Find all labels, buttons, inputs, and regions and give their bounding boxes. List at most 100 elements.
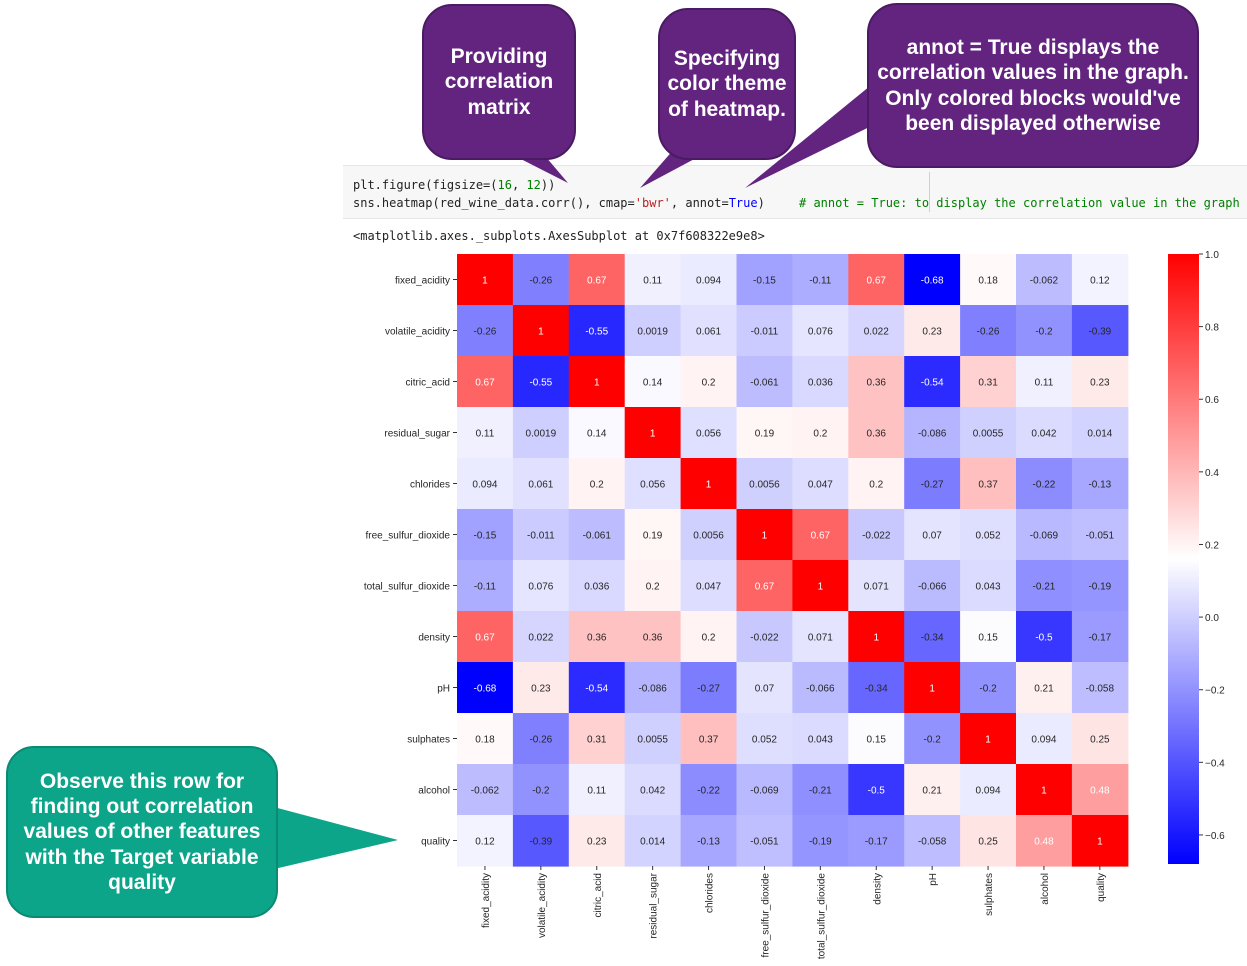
cell-annotation: -0.54 bbox=[585, 684, 608, 695]
cell-annotation: 0.19 bbox=[755, 429, 775, 440]
heatmap-cell bbox=[457, 713, 514, 765]
cell-annotation: -0.27 bbox=[697, 684, 720, 695]
cell-annotation: -0.5 bbox=[1035, 633, 1053, 644]
x-tick-label: sulphates bbox=[984, 873, 995, 916]
cell-annotation: -0.34 bbox=[865, 684, 888, 695]
heatmap-cell bbox=[960, 713, 1017, 765]
heatmap-cell bbox=[1016, 458, 1073, 510]
cell-annotation: 0.48 bbox=[1090, 786, 1110, 797]
heatmap-cell bbox=[568, 356, 626, 408]
heatmap-cell bbox=[848, 560, 905, 612]
heatmap-cell bbox=[512, 254, 570, 306]
code-cell[interactable]: plt.figure(figsize=(16, 12)) sns.heatmap… bbox=[343, 165, 1247, 219]
heatmap-cell bbox=[960, 815, 1017, 867]
callout-pointer-quality bbox=[270, 806, 398, 870]
cell-annotation: -0.19 bbox=[1088, 582, 1111, 593]
cell-annotation: -0.2 bbox=[532, 786, 550, 797]
heatmap-cell bbox=[568, 509, 626, 561]
heatmap-cell bbox=[1016, 764, 1073, 816]
cell-annotation: 0.36 bbox=[643, 633, 663, 644]
heatmap-cell bbox=[457, 764, 514, 816]
cell-annotation: -0.15 bbox=[753, 276, 776, 287]
cell-annotation: -0.011 bbox=[527, 531, 555, 542]
heatmap-cell bbox=[512, 815, 570, 867]
cell-annotation: 0.25 bbox=[1090, 735, 1110, 746]
callout-color-theme: Specifying color theme of heatmap. bbox=[658, 8, 796, 160]
cell-annotation: 0.052 bbox=[976, 531, 1001, 542]
heatmap-cell bbox=[512, 713, 570, 765]
cell-annotation: -0.15 bbox=[474, 531, 497, 542]
heatmap-cell bbox=[848, 254, 905, 306]
y-tick-label: chlorides bbox=[410, 480, 450, 491]
cell-annotation: -0.22 bbox=[1033, 480, 1056, 491]
heatmap-cell bbox=[960, 305, 1017, 357]
heatmap-cell bbox=[680, 254, 738, 306]
cell-annotation: -0.069 bbox=[1030, 531, 1059, 542]
heatmap-cell bbox=[624, 815, 682, 867]
heatmap-cell bbox=[680, 764, 738, 816]
code-divider bbox=[929, 172, 930, 212]
cell-annotation: -0.55 bbox=[529, 378, 552, 389]
heatmap-cell bbox=[792, 815, 849, 867]
x-tick-label: alcohol bbox=[1040, 873, 1051, 905]
heatmap-cell bbox=[736, 611, 793, 663]
heatmap-cell bbox=[736, 407, 793, 459]
cell-annotation: 0.25 bbox=[978, 837, 998, 848]
cell-annotation: 0.11 bbox=[476, 429, 495, 440]
cell-annotation: -0.26 bbox=[977, 327, 1000, 338]
cell-annotation: 0.12 bbox=[475, 837, 495, 848]
cell-annotation: -0.011 bbox=[751, 327, 779, 338]
cell-annotation: -0.066 bbox=[918, 582, 947, 593]
cell-annotation: -0.022 bbox=[750, 633, 779, 644]
heatmap-cell bbox=[457, 254, 514, 306]
heatmap-cell bbox=[904, 305, 961, 357]
y-tick-label: pH bbox=[437, 684, 450, 695]
cell-annotation: 0.2 bbox=[590, 480, 604, 491]
y-tick-label: free_sulfur_dioxide bbox=[366, 531, 451, 542]
heatmap-cell bbox=[512, 611, 570, 663]
cell-annotation: 0.2 bbox=[702, 378, 716, 389]
heatmap-cell bbox=[680, 713, 738, 765]
x-tick-label: fixed_acidity bbox=[481, 873, 492, 928]
heatmap-cell bbox=[457, 611, 514, 663]
cell-annotation: 0.094 bbox=[472, 480, 497, 491]
heatmap-cell bbox=[904, 611, 961, 663]
heatmap-cell bbox=[904, 713, 961, 765]
cell-annotation: -0.062 bbox=[1030, 276, 1059, 287]
cell-annotation: 0.23 bbox=[531, 684, 551, 695]
cell-annotation: 0.07 bbox=[922, 531, 942, 542]
heatmap-cell bbox=[792, 356, 849, 408]
y-tick-label: fixed_acidity bbox=[395, 276, 450, 287]
callout-quality-row: Observe this row for finding out correla… bbox=[6, 746, 278, 918]
cell-annotation: 0.67 bbox=[475, 378, 495, 389]
heatmap-cell bbox=[960, 254, 1017, 306]
heatmap-cell bbox=[904, 356, 961, 408]
cell-annotation: -0.26 bbox=[474, 327, 497, 338]
x-tick-label: pH bbox=[928, 873, 939, 886]
cell-annotation: 0.67 bbox=[587, 276, 607, 287]
heatmap-cell bbox=[457, 356, 514, 408]
heatmap-cell bbox=[568, 407, 626, 459]
heatmap-cell bbox=[457, 305, 514, 357]
cell-annotation: 0.31 bbox=[587, 735, 607, 746]
cell-annotation: 0.094 bbox=[976, 786, 1001, 797]
heatmap-cell bbox=[624, 305, 682, 357]
heatmap-cell bbox=[457, 407, 514, 459]
cell-annotation: 1 bbox=[650, 429, 656, 440]
cell-annotation: 0.094 bbox=[696, 276, 721, 287]
heatmap-cell bbox=[792, 254, 849, 306]
cell-annotation: 1 bbox=[818, 582, 824, 593]
heatmap-cell bbox=[568, 560, 626, 612]
y-tick-label: quality bbox=[421, 837, 450, 848]
heatmap-cell bbox=[624, 560, 682, 612]
heatmap-cell bbox=[512, 305, 570, 357]
code-comment: # annot = True: to display the correlati… bbox=[799, 196, 1240, 210]
heatmap-cell bbox=[904, 407, 961, 459]
cell-annotation: -0.086 bbox=[638, 684, 667, 695]
heatmap-cell bbox=[792, 764, 849, 816]
heatmap-cell bbox=[792, 611, 849, 663]
cell-annotation: -0.34 bbox=[921, 633, 944, 644]
heatmap-cell bbox=[736, 458, 793, 510]
cell-annotation: 0.076 bbox=[808, 327, 833, 338]
cell-annotation: 1 bbox=[985, 735, 991, 746]
